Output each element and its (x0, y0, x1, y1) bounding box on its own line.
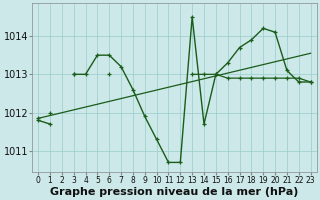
X-axis label: Graphe pression niveau de la mer (hPa): Graphe pression niveau de la mer (hPa) (50, 187, 299, 197)
